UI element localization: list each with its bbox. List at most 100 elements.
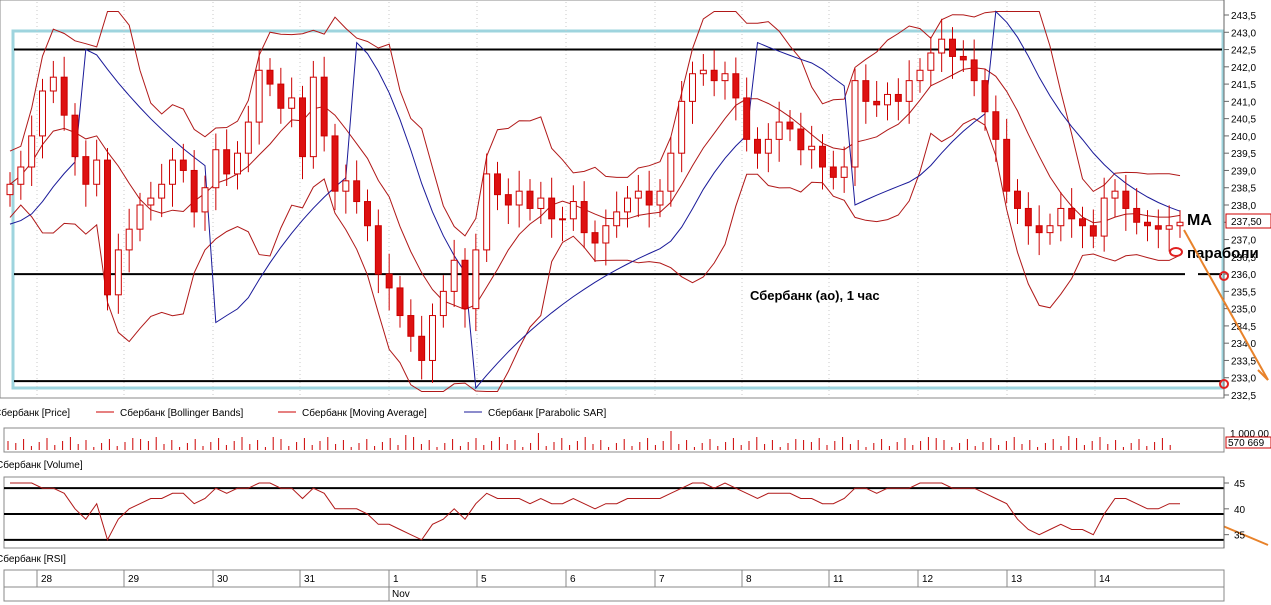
- candle-body: [439, 290, 447, 317]
- candle-body: [277, 83, 285, 109]
- last-price-box: [1225, 213, 1271, 229]
- date-labels: 28 29 30 31 1 5 6 7 8 11 12 13 14: [36, 570, 1111, 601]
- price-y-axis: 243,5 243,0 242,5 242,0 241,5 241,0 240,5 240,0…: [1223, 0, 1256, 402]
- candle-body: [299, 97, 306, 158]
- date-axis: 28 29 30 31 1 5 6 7 8 11 12 13 14 Nov: [3, 569, 1225, 602]
- candle-body: [894, 93, 902, 102]
- rsi-line: [10, 482, 1180, 542]
- candle-body: [905, 80, 913, 102]
- candle-body: [450, 259, 458, 292]
- candle-body: [580, 201, 588, 234]
- legend-label: Сбербанк [Moving Average]: [302, 407, 427, 419]
- candle-body: [201, 187, 209, 213]
- candle-body: [6, 183, 14, 196]
- rsi-tick-label: 35: [1234, 531, 1246, 542]
- date-label: 7: [659, 574, 665, 585]
- candle-body: [775, 121, 783, 140]
- last-price-label: 237,50: [1231, 217, 1262, 228]
- candle-body: [645, 190, 653, 206]
- y-tick-label: 233,5: [1231, 356, 1256, 367]
- candle-body: [1154, 225, 1162, 230]
- candle-body: [320, 76, 328, 137]
- candle-body: [624, 197, 631, 213]
- y-tick-label: 236,0: [1231, 270, 1256, 281]
- candle-body: [49, 76, 57, 92]
- date-label: 5: [481, 574, 487, 585]
- volume-panel: 1 000 00 570 669 Сбербанк [Volume]: [0, 427, 1271, 471]
- candle-body: [158, 183, 166, 199]
- candle-body: [699, 69, 707, 75]
- candle-body: [104, 159, 111, 296]
- candle-body: [862, 80, 870, 102]
- y-tick-label: 241,5: [1231, 80, 1256, 91]
- candle-body: [873, 100, 881, 106]
- candle-body: [992, 111, 1000, 140]
- grid: [36, 2, 1096, 396]
- candle-body: [710, 69, 718, 82]
- selection-box[interactable]: [11, 29, 1225, 390]
- candle-body: [364, 201, 371, 227]
- candle-body: [754, 138, 761, 154]
- candle-body: [970, 59, 978, 82]
- candle-body: [981, 80, 989, 113]
- candle-body: [840, 166, 848, 178]
- candle-body: [1089, 225, 1097, 237]
- candle-body: [764, 138, 772, 154]
- price-panel-frame: [0, 0, 1225, 399]
- candle-body: [797, 128, 805, 151]
- candle-body: [17, 166, 25, 185]
- candle-body: [28, 135, 36, 168]
- rsi-y-axis: 45 40 35: [1223, 477, 1246, 548]
- level-marker-233: [1219, 379, 1229, 389]
- date-label: 31: [304, 574, 316, 585]
- candle-body: [927, 52, 935, 71]
- y-tick-label: 240,0: [1231, 132, 1256, 143]
- ma-annotation: MA: [1187, 212, 1212, 229]
- date-label: 13: [1011, 574, 1023, 585]
- candle-body: [1024, 207, 1032, 227]
- candle-body: [483, 173, 491, 251]
- candle-body: [93, 159, 101, 185]
- y-tick-label: 243,5: [1231, 11, 1256, 22]
- candle-body: [147, 197, 155, 206]
- y-tick-label: 235,0: [1231, 305, 1256, 316]
- candle-body: [819, 145, 826, 168]
- candle-body: [884, 93, 891, 106]
- y-tick-label: 237,0: [1231, 236, 1256, 247]
- candle-body: [851, 80, 859, 168]
- candle-body: [82, 156, 90, 185]
- candle-body: [353, 180, 361, 203]
- level-marker-236: [1219, 271, 1229, 281]
- candles: [6, 18, 1184, 383]
- parabolic-annotation: параболи: [1187, 245, 1259, 262]
- candle-body: [916, 69, 924, 82]
- candle-body: [1133, 207, 1141, 223]
- candle-body: [266, 69, 274, 85]
- date-label: 1: [393, 574, 399, 585]
- rsi-path: [10, 482, 1180, 542]
- volume-panel-label: Сбербанк [Volume]: [0, 459, 83, 471]
- candle-body: [667, 152, 675, 192]
- candle-body: [255, 69, 263, 123]
- candle-body: [1111, 190, 1119, 199]
- y-tick-label: 236,5: [1231, 253, 1256, 264]
- date-label: 8: [746, 574, 752, 585]
- candle-body: [331, 135, 339, 192]
- candle-body: [548, 197, 556, 220]
- legend-label: Сбербанк [Parabolic SAR]: [488, 407, 607, 419]
- candle-body: [732, 73, 740, 99]
- candle-body: [494, 173, 501, 196]
- candle-body: [1057, 207, 1065, 227]
- candle-body: [504, 194, 512, 206]
- candle-body: [396, 287, 404, 317]
- candle-body: [71, 114, 79, 158]
- candle-body: [1122, 190, 1130, 209]
- y-tick-label: 243,0: [1231, 28, 1256, 39]
- y-tick-label: 232,5: [1231, 391, 1256, 402]
- candle-body: [678, 100, 686, 154]
- candle-body: [1079, 218, 1086, 227]
- candle-body: [559, 218, 566, 221]
- horizontal-levels: [14, 48, 1222, 383]
- candle-body: [949, 38, 956, 57]
- candle-body: [1003, 138, 1011, 192]
